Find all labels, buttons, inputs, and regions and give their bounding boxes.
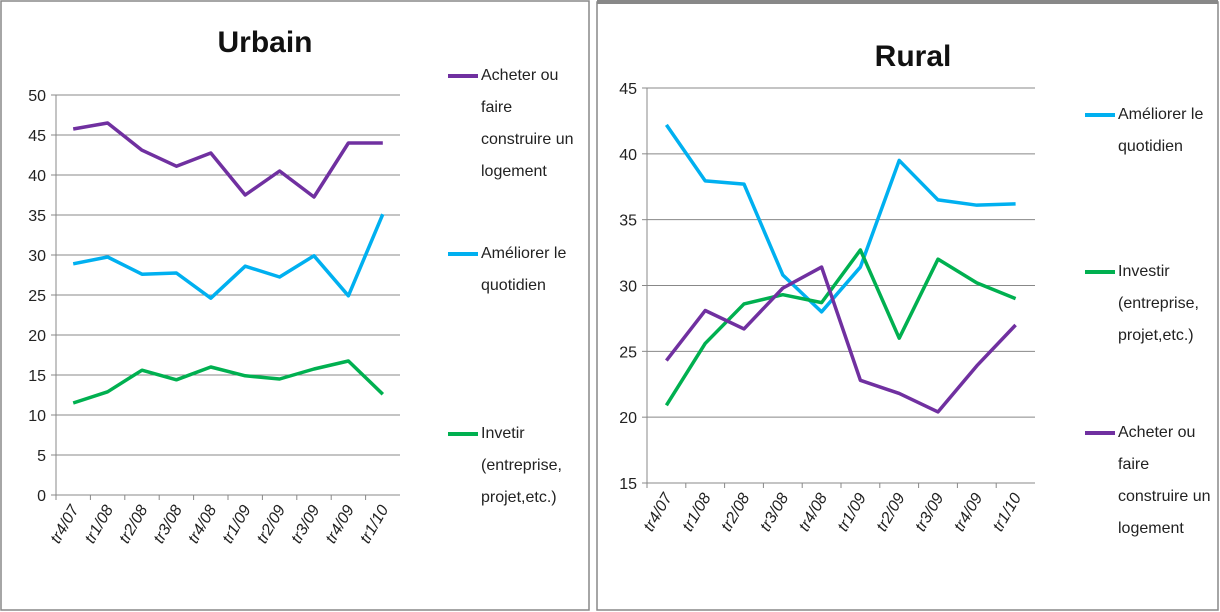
y-tick-label: 30	[619, 279, 637, 296]
x-tick-label: tr2/08	[718, 490, 753, 534]
y-tick-label: 45	[28, 128, 46, 145]
x-tick-label: tr3/08	[757, 490, 792, 534]
x-tick-label: tr2/08	[116, 502, 151, 546]
chart-title: Urbain	[217, 26, 312, 59]
y-tick-label: 5	[37, 448, 46, 465]
y-tick-label: 15	[619, 476, 637, 493]
x-tick-label: tr1/09	[219, 502, 254, 546]
y-tick-label: 35	[619, 213, 637, 230]
series-line	[72, 213, 385, 300]
x-tick-label: tr1/08	[82, 502, 117, 546]
y-tick-label: 20	[619, 410, 637, 427]
x-tick-label: tr3/09	[288, 502, 323, 546]
x-tick-label: tr4/08	[796, 490, 831, 534]
legend-entry: Invetir (entreprise, projet,etc.)	[481, 425, 562, 506]
legend-entry: Acheter ou faire construire un logement	[481, 67, 574, 180]
x-tick-label: tr4/07	[47, 502, 83, 547]
x-tick-label: tr2/09	[254, 502, 289, 546]
y-tick-label: 40	[619, 147, 637, 164]
series-line	[665, 265, 1017, 414]
legend-entry: Améliorer le quotidien	[481, 245, 567, 294]
y-tick-label: 35	[28, 208, 46, 225]
series-line	[664, 123, 1016, 314]
x-tick-label: tr1/09	[835, 490, 870, 534]
y-tick-label: 25	[28, 288, 46, 305]
x-tick-label: tr1/10	[357, 502, 392, 546]
y-tick-label: 50	[28, 88, 46, 105]
legend-entry: Améliorer le quotidien	[1118, 106, 1204, 155]
x-tick-label: tr4/09	[951, 490, 986, 534]
y-tick-label: 30	[28, 248, 46, 265]
x-tick-label: tr1/08	[679, 490, 714, 534]
y-tick-label: 15	[28, 368, 46, 385]
x-tick-label: tr4/08	[185, 502, 220, 546]
x-tick-label: tr3/08	[151, 502, 186, 546]
chart-title: Rural	[875, 40, 952, 73]
x-tick-label: tr3/09	[912, 490, 947, 534]
series-line	[72, 121, 383, 199]
x-tick-label: tr2/09	[873, 490, 908, 534]
x-tick-label: tr4/07	[641, 490, 677, 535]
series-line	[664, 248, 1017, 407]
series-line	[72, 359, 385, 405]
legend-entry: Investir (entreprise, projet,etc.)	[1118, 263, 1199, 344]
y-tick-label: 20	[28, 328, 46, 345]
y-tick-label: 25	[619, 344, 637, 361]
legend-entry: Acheter ou faire construire un logement	[1118, 424, 1211, 537]
x-tick-label: tr1/10	[990, 490, 1025, 534]
y-tick-label: 10	[28, 408, 46, 425]
x-tick-label: tr4/09	[323, 502, 358, 546]
y-tick-label: 0	[37, 488, 46, 505]
y-tick-label: 45	[619, 81, 637, 98]
panel-border	[0, 0, 590, 611]
y-tick-label: 40	[28, 168, 46, 185]
